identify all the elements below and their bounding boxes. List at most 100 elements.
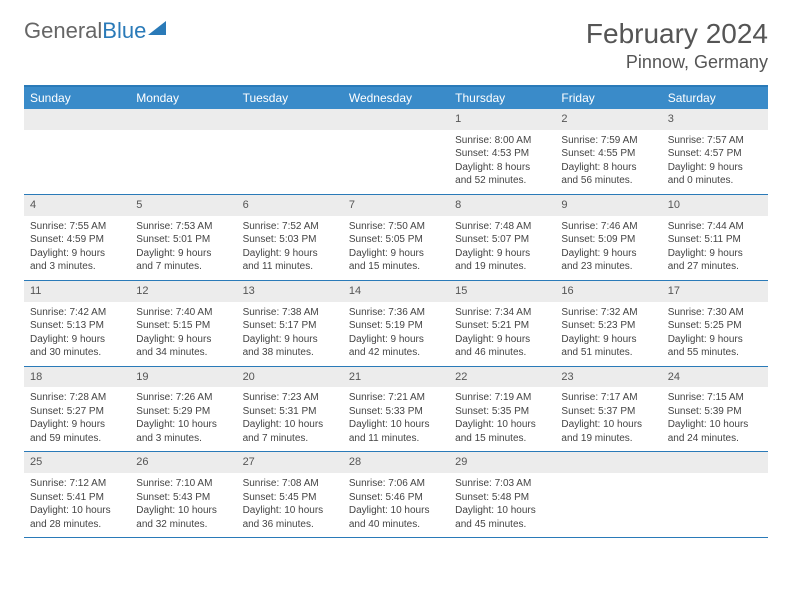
sunset-text: Sunset: 5:35 PM (455, 405, 549, 419)
sunset-text: Sunset: 5:27 PM (30, 405, 124, 419)
day-details: Sunrise: 7:32 AMSunset: 5:23 PMDaylight:… (555, 304, 661, 366)
weekday-header-row: Sunday Monday Tuesday Wednesday Thursday… (24, 87, 768, 109)
sunrise-text: Sunrise: 8:00 AM (455, 134, 549, 148)
day-cell: 5Sunrise: 7:53 AMSunset: 5:01 PMDaylight… (130, 195, 236, 280)
day-details: Sunrise: 7:55 AMSunset: 4:59 PMDaylight:… (24, 218, 130, 280)
day-number: . (130, 109, 236, 130)
sunrise-text: Sunrise: 7:48 AM (455, 220, 549, 234)
day-cell: . (343, 109, 449, 194)
day-number: 27 (237, 452, 343, 473)
day-details: Sunrise: 7:21 AMSunset: 5:33 PMDaylight:… (343, 389, 449, 451)
sunset-text: Sunset: 4:53 PM (455, 147, 549, 161)
sunset-text: Sunset: 5:37 PM (561, 405, 655, 419)
day-cell: . (662, 452, 768, 537)
sunrise-text: Sunrise: 7:44 AM (668, 220, 762, 234)
sunrise-text: Sunrise: 7:08 AM (243, 477, 337, 491)
day-number: . (237, 109, 343, 130)
day-details: Sunrise: 7:52 AMSunset: 5:03 PMDaylight:… (237, 218, 343, 280)
sunrise-text: Sunrise: 7:30 AM (668, 306, 762, 320)
location: Pinnow, Germany (586, 52, 768, 73)
sunset-text: Sunset: 5:46 PM (349, 491, 443, 505)
daylight-text: Daylight: 9 hours and 19 minutes. (455, 247, 549, 274)
day-number: 18 (24, 367, 130, 388)
daylight-text: Daylight: 10 hours and 15 minutes. (455, 418, 549, 445)
sunset-text: Sunset: 5:21 PM (455, 319, 549, 333)
sunrise-text: Sunrise: 7:38 AM (243, 306, 337, 320)
day-cell: . (130, 109, 236, 194)
sunrise-text: Sunrise: 7:46 AM (561, 220, 655, 234)
logo: GeneralBlue (24, 18, 166, 44)
day-details: Sunrise: 7:34 AMSunset: 5:21 PMDaylight:… (449, 304, 555, 366)
sunset-text: Sunset: 5:09 PM (561, 233, 655, 247)
daylight-text: Daylight: 10 hours and 40 minutes. (349, 504, 443, 531)
day-cell: 7Sunrise: 7:50 AMSunset: 5:05 PMDaylight… (343, 195, 449, 280)
sunrise-text: Sunrise: 7:17 AM (561, 391, 655, 405)
day-details: Sunrise: 7:48 AMSunset: 5:07 PMDaylight:… (449, 218, 555, 280)
day-number: . (662, 452, 768, 473)
day-number: 2 (555, 109, 661, 130)
sunrise-text: Sunrise: 7:57 AM (668, 134, 762, 148)
daylight-text: Daylight: 10 hours and 19 minutes. (561, 418, 655, 445)
week-row: 25Sunrise: 7:12 AMSunset: 5:41 PMDayligh… (24, 452, 768, 538)
sunrise-text: Sunrise: 7:50 AM (349, 220, 443, 234)
day-details: Sunrise: 7:06 AMSunset: 5:46 PMDaylight:… (343, 475, 449, 537)
weekday-wed: Wednesday (343, 87, 449, 109)
day-number: 29 (449, 452, 555, 473)
calendar: Sunday Monday Tuesday Wednesday Thursday… (24, 85, 768, 538)
sunrise-text: Sunrise: 7:28 AM (30, 391, 124, 405)
day-number: 20 (237, 367, 343, 388)
day-details: Sunrise: 7:42 AMSunset: 5:13 PMDaylight:… (24, 304, 130, 366)
day-details: Sunrise: 7:30 AMSunset: 5:25 PMDaylight:… (662, 304, 768, 366)
week-row: 4Sunrise: 7:55 AMSunset: 4:59 PMDaylight… (24, 195, 768, 281)
day-cell: 9Sunrise: 7:46 AMSunset: 5:09 PMDaylight… (555, 195, 661, 280)
sunrise-text: Sunrise: 7:12 AM (30, 477, 124, 491)
day-cell: 12Sunrise: 7:40 AMSunset: 5:15 PMDayligh… (130, 281, 236, 366)
sunset-text: Sunset: 5:29 PM (136, 405, 230, 419)
daylight-text: Daylight: 10 hours and 3 minutes. (136, 418, 230, 445)
daylight-text: Daylight: 10 hours and 7 minutes. (243, 418, 337, 445)
day-cell: 25Sunrise: 7:12 AMSunset: 5:41 PMDayligh… (24, 452, 130, 537)
sunset-text: Sunset: 5:11 PM (668, 233, 762, 247)
sunrise-text: Sunrise: 7:55 AM (30, 220, 124, 234)
day-number: 3 (662, 109, 768, 130)
weekday-tue: Tuesday (237, 87, 343, 109)
sunrise-text: Sunrise: 7:03 AM (455, 477, 549, 491)
daylight-text: Daylight: 8 hours and 52 minutes. (455, 161, 549, 188)
day-cell: 24Sunrise: 7:15 AMSunset: 5:39 PMDayligh… (662, 367, 768, 452)
day-cell: 29Sunrise: 7:03 AMSunset: 5:48 PMDayligh… (449, 452, 555, 537)
day-cell: . (555, 452, 661, 537)
day-number: 28 (343, 452, 449, 473)
sunrise-text: Sunrise: 7:26 AM (136, 391, 230, 405)
sunset-text: Sunset: 5:31 PM (243, 405, 337, 419)
day-details: Sunrise: 7:50 AMSunset: 5:05 PMDaylight:… (343, 218, 449, 280)
daylight-text: Daylight: 8 hours and 56 minutes. (561, 161, 655, 188)
day-number: 12 (130, 281, 236, 302)
day-details: Sunrise: 7:46 AMSunset: 5:09 PMDaylight:… (555, 218, 661, 280)
day-details: Sunrise: 7:15 AMSunset: 5:39 PMDaylight:… (662, 389, 768, 451)
sunrise-text: Sunrise: 7:40 AM (136, 306, 230, 320)
daylight-text: Daylight: 9 hours and 0 minutes. (668, 161, 762, 188)
day-cell: . (24, 109, 130, 194)
sunrise-text: Sunrise: 7:53 AM (136, 220, 230, 234)
day-details: Sunrise: 7:57 AMSunset: 4:57 PMDaylight:… (662, 132, 768, 194)
day-number: 6 (237, 195, 343, 216)
day-number: 23 (555, 367, 661, 388)
sunset-text: Sunset: 5:01 PM (136, 233, 230, 247)
sunrise-text: Sunrise: 7:36 AM (349, 306, 443, 320)
day-number: 10 (662, 195, 768, 216)
day-cell: 15Sunrise: 7:34 AMSunset: 5:21 PMDayligh… (449, 281, 555, 366)
day-cell: 11Sunrise: 7:42 AMSunset: 5:13 PMDayligh… (24, 281, 130, 366)
day-cell: 8Sunrise: 7:48 AMSunset: 5:07 PMDaylight… (449, 195, 555, 280)
sunset-text: Sunset: 5:19 PM (349, 319, 443, 333)
title-block: February 2024 Pinnow, Germany (586, 18, 768, 73)
day-number: 17 (662, 281, 768, 302)
day-details: Sunrise: 7:38 AMSunset: 5:17 PMDaylight:… (237, 304, 343, 366)
day-number: 14 (343, 281, 449, 302)
day-number: . (555, 452, 661, 473)
daylight-text: Daylight: 9 hours and 27 minutes. (668, 247, 762, 274)
day-cell: 28Sunrise: 7:06 AMSunset: 5:46 PMDayligh… (343, 452, 449, 537)
sunrise-text: Sunrise: 7:42 AM (30, 306, 124, 320)
day-number: 25 (24, 452, 130, 473)
day-cell: 23 Sunrise: 7:17 AMSunset: 5:37 PMDayligh… (555, 367, 661, 452)
day-number: 11 (24, 281, 130, 302)
